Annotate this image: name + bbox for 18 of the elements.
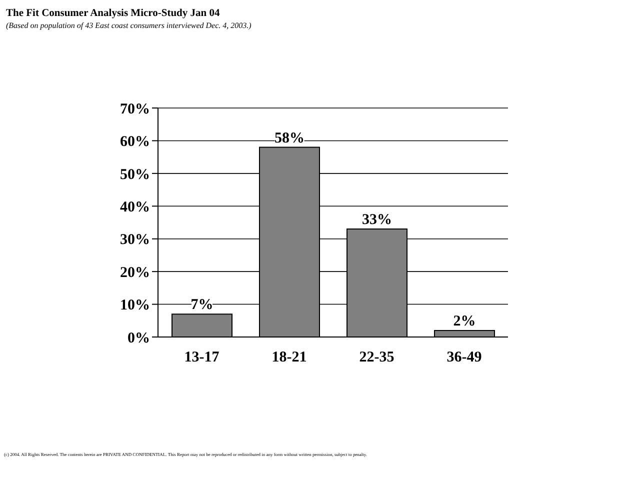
chart-title: The Fit Consumer Analysis Micro-Study Jan 04 [6, 8, 220, 19]
y-tick-label: 0% [128, 330, 150, 346]
y-tick-label: 10% [120, 298, 150, 314]
x-tick-label: 13-17 [184, 350, 220, 366]
y-tick-label: 40% [120, 199, 150, 216]
y-tick-label: 70% [120, 101, 150, 118]
y-tick-label: 50% [120, 166, 150, 183]
y-tick-label: 30% [120, 232, 150, 248]
x-tick-label: 22-35 [359, 350, 394, 366]
chart-subtitle: (Based on population of 43 East coast consumers interviewed Dec. 4, 2003.) [6, 21, 252, 30]
x-tick-label: 36-49 [446, 350, 482, 366]
y-tick-label: 60% [120, 134, 150, 150]
data-label: 58% [274, 130, 304, 146]
data-label: 2% [453, 313, 476, 330]
x-tick-label: 18-21 [272, 350, 307, 366]
data-label: 7% [190, 297, 214, 314]
data-label: 33% [362, 212, 392, 228]
y-tick-label: 20% [120, 264, 150, 281]
